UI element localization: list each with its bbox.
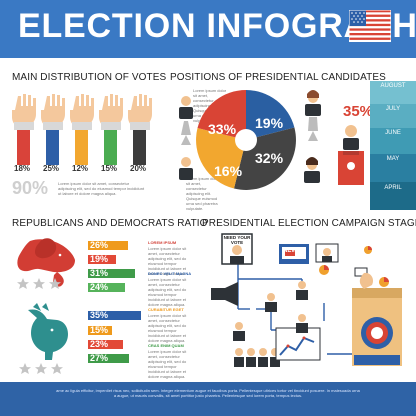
candidate-head-icon (181, 96, 191, 106)
people-icons (233, 281, 308, 341)
campaign-stages-illustration: NEED YOUR VOTE NEWS (211, 233, 402, 367)
need-vote-text: NEED YOUR VOTE (223, 235, 251, 245)
news-text: NEWS (283, 248, 301, 254)
header-bar: ELECTION INFOGRAPHICS (0, 0, 416, 58)
vote-label-5: 20% (130, 164, 147, 173)
ratio-caption-1: LOREM IPSUM (148, 240, 177, 245)
democrat-bar-4: 27% (88, 354, 129, 363)
footer-bar: ame ac ligula efficitur, imperdiet risus… (0, 382, 416, 416)
pie-label-blue: 19% (255, 115, 284, 131)
ratio-title: REPUBLICANS AND DEMOCRATS RATIO (12, 218, 208, 229)
month-may: MAY (370, 154, 416, 182)
vote-label-3: 12% (72, 164, 89, 173)
right-candidates (304, 90, 321, 183)
ratio-caption-3: CURABITUR EGET (148, 307, 184, 312)
ratio-note-1: Lorem ipsum dolor sit amet, consectetur … (148, 246, 187, 276)
star-rating-icons (17, 278, 61, 289)
candidate-pie-chart (196, 90, 296, 190)
left-candidates (179, 96, 193, 180)
votes-caption: Lorem ipsum dolor sit amet, consectetur … (58, 181, 145, 196)
footer-text: ame ac ligula efficitur, imperdiet risus… (56, 388, 360, 398)
positions-title: POSITIONS OF PRESIDENTIAL CANDIDATES (170, 72, 386, 83)
ratio-note-3: Lorem ipsum dolor sit amet, consectetur … (148, 313, 187, 343)
megaphone-icon (211, 282, 238, 306)
main-distribution-title: MAIN DISTRIBUTION OF VOTES (12, 72, 167, 83)
month-june: JUNE (370, 128, 416, 154)
flag-icon (349, 10, 391, 42)
tv-screen-icon (315, 243, 339, 263)
ballot-box-icon (352, 288, 402, 366)
candidate-percent: 35% (343, 103, 374, 120)
raised-hand-icons (12, 94, 152, 165)
republican-bar-1: 26% (88, 241, 128, 250)
news-screen-icon (279, 244, 309, 264)
democrat-bar-2: 15% (88, 326, 112, 335)
month-august: AUGUST (370, 81, 416, 104)
ratio-note-2: Lorem ipsum dolor sit amet, consectetur … (148, 277, 187, 307)
democrat-bar-3: 23% (88, 340, 123, 349)
ratio-caption-2: DONEC VELIT MAGNA (148, 271, 192, 276)
pie-label-dark: 32% (255, 150, 284, 166)
month-july: JULY (370, 104, 416, 128)
star-rating-icons-2 (19, 363, 63, 374)
votes-illustration (12, 94, 152, 165)
vote-label-4: 15% (101, 164, 118, 173)
ratio-note-4: Lorem ipsum dolor sit amet, consectetur … (148, 349, 187, 379)
total-votes: 90% (12, 178, 49, 198)
stages-title: PRESIDENTIAL ELECTION CAMPAIGN STAGES (202, 218, 416, 229)
need-your-vote-poster (221, 233, 253, 265)
pie-label-red: 33% (208, 121, 237, 137)
pie-label-orange: 16% (214, 163, 243, 179)
republican-bar-4: 24% (88, 283, 125, 292)
ratio-caption-4: CRAS ENIM QUAM (148, 343, 184, 348)
speaker-illustration (338, 125, 364, 185)
positions-note-bottom: Lorem ipsum dolor sit amet, consectetur … (186, 176, 220, 211)
hand-vote-icon (354, 267, 374, 289)
line-chart-icon (275, 327, 321, 361)
candidates-group-icon (234, 348, 280, 367)
vote-label-1: 18% (14, 164, 31, 173)
republican-bar-3: 31% (88, 269, 135, 278)
vote-label-2: 25% (43, 164, 60, 173)
democrat-bar-1: 35% (88, 311, 141, 320)
month-april: APRIL (370, 182, 416, 210)
donkey-icon (28, 303, 68, 360)
republican-bar-2: 19% (88, 255, 116, 264)
